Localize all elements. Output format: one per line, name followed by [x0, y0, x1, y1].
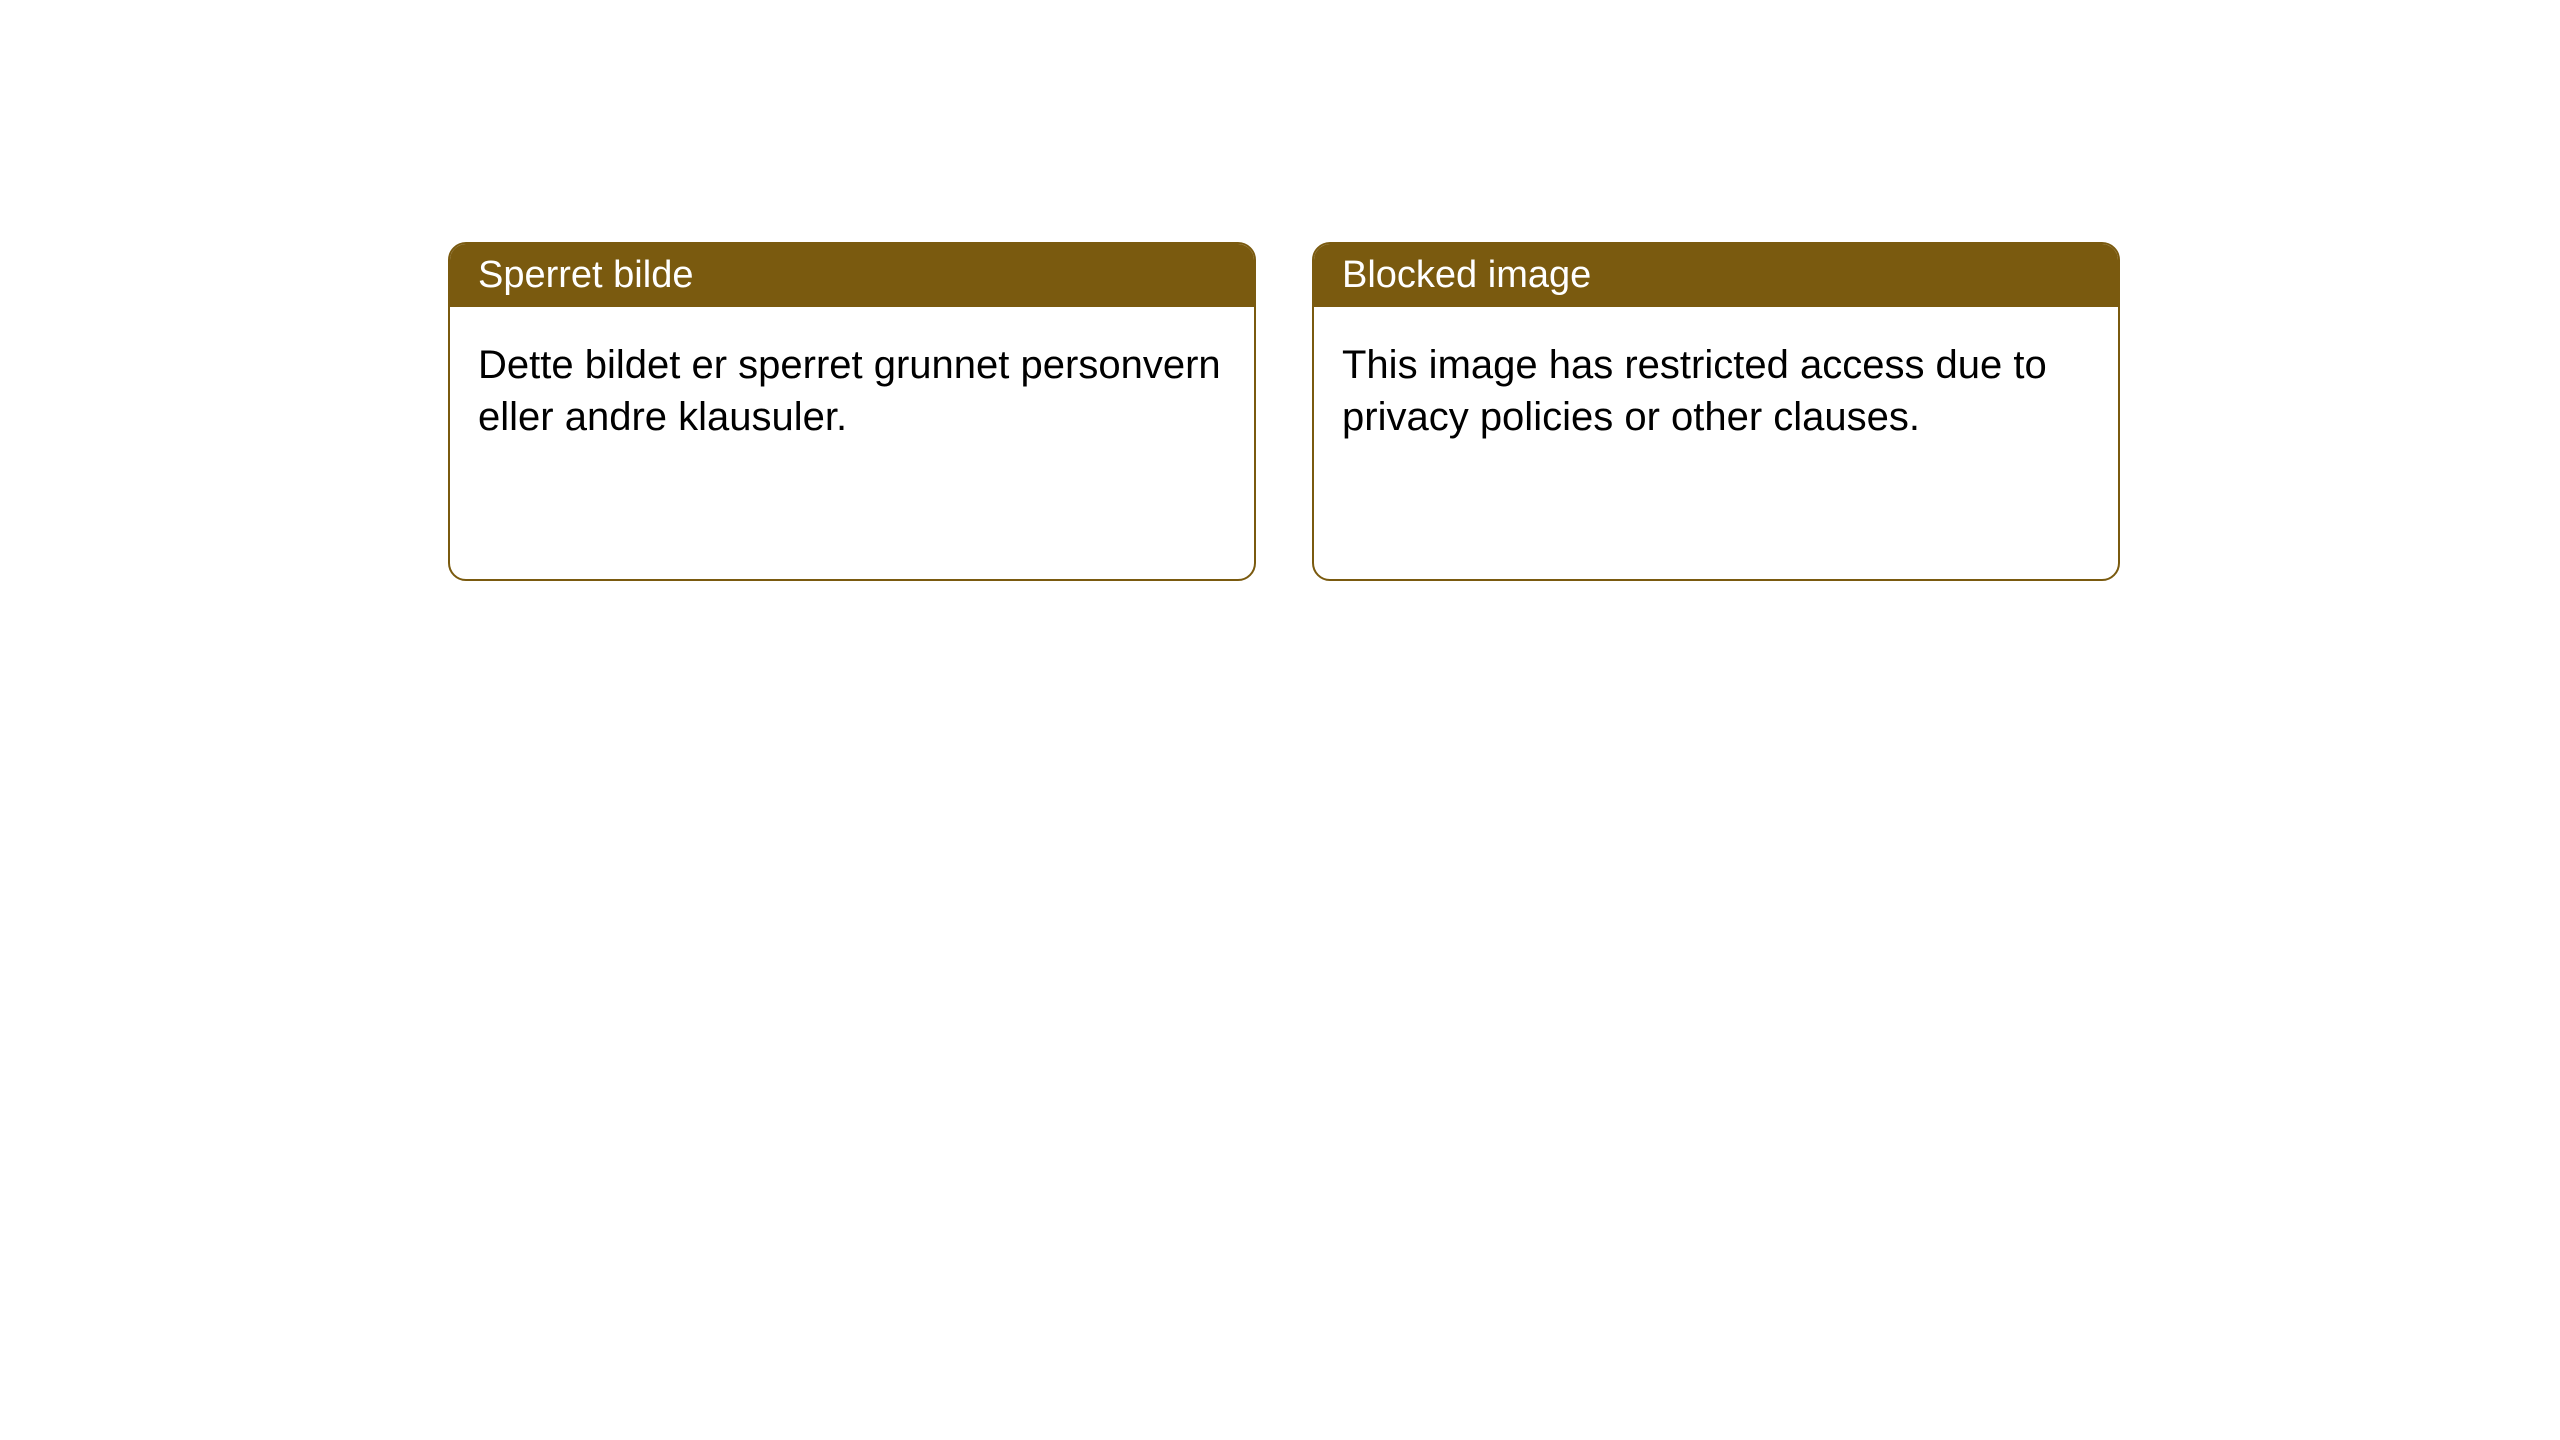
- notice-container: Sperret bilde Dette bildet er sperret gr…: [0, 0, 2560, 581]
- notice-header-norwegian: Sperret bilde: [450, 244, 1254, 307]
- notice-body-english: This image has restricted access due to …: [1314, 307, 2118, 579]
- notice-body-norwegian: Dette bildet er sperret grunnet personve…: [450, 307, 1254, 579]
- notice-card-english: Blocked image This image has restricted …: [1312, 242, 2120, 581]
- notice-card-norwegian: Sperret bilde Dette bildet er sperret gr…: [448, 242, 1256, 581]
- notice-header-english: Blocked image: [1314, 244, 2118, 307]
